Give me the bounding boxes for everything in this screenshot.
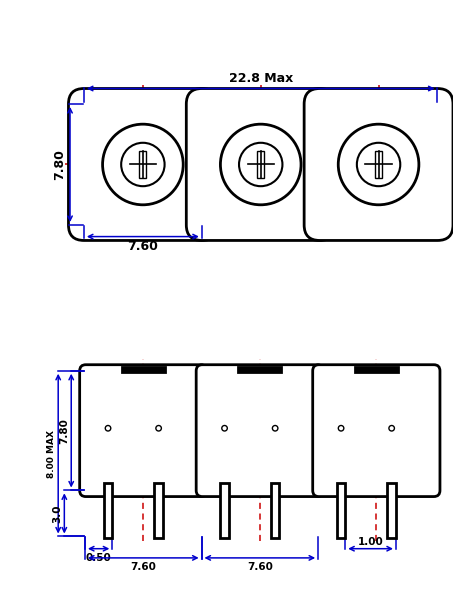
Bar bbox=[140, 151, 146, 178]
Circle shape bbox=[121, 143, 164, 186]
Text: 7.60: 7.60 bbox=[247, 562, 273, 572]
Bar bbox=[355, 367, 398, 372]
Circle shape bbox=[103, 124, 183, 205]
Circle shape bbox=[338, 426, 344, 431]
Text: 8.00 MAX: 8.00 MAX bbox=[47, 429, 56, 477]
Text: 3.0: 3.0 bbox=[52, 504, 62, 523]
Bar bbox=[375, 151, 382, 178]
Bar bbox=[155, 483, 163, 538]
Circle shape bbox=[389, 426, 395, 431]
Circle shape bbox=[220, 124, 301, 205]
FancyBboxPatch shape bbox=[313, 365, 440, 496]
Text: 7.80: 7.80 bbox=[53, 149, 66, 180]
Circle shape bbox=[156, 426, 162, 431]
FancyBboxPatch shape bbox=[186, 88, 335, 241]
Circle shape bbox=[239, 143, 283, 186]
Circle shape bbox=[105, 426, 111, 431]
FancyBboxPatch shape bbox=[304, 88, 453, 241]
Circle shape bbox=[338, 124, 419, 205]
Text: 7.60: 7.60 bbox=[127, 241, 158, 253]
Bar bbox=[104, 483, 112, 538]
FancyBboxPatch shape bbox=[80, 365, 207, 496]
Text: 7.60: 7.60 bbox=[130, 562, 156, 572]
FancyBboxPatch shape bbox=[196, 365, 324, 496]
Text: 22.8 Max: 22.8 Max bbox=[229, 72, 293, 85]
Bar bbox=[388, 483, 396, 538]
Bar bbox=[271, 483, 279, 538]
Text: 1.00: 1.00 bbox=[358, 537, 383, 547]
Circle shape bbox=[272, 426, 278, 431]
Bar bbox=[337, 483, 345, 538]
Bar bbox=[238, 367, 281, 372]
Circle shape bbox=[357, 143, 400, 186]
Text: 7.80: 7.80 bbox=[59, 418, 69, 443]
Bar bbox=[122, 367, 165, 372]
Bar bbox=[257, 151, 264, 178]
Circle shape bbox=[222, 426, 227, 431]
FancyBboxPatch shape bbox=[69, 88, 217, 241]
Text: 0.50: 0.50 bbox=[86, 552, 112, 563]
Bar bbox=[220, 483, 229, 538]
